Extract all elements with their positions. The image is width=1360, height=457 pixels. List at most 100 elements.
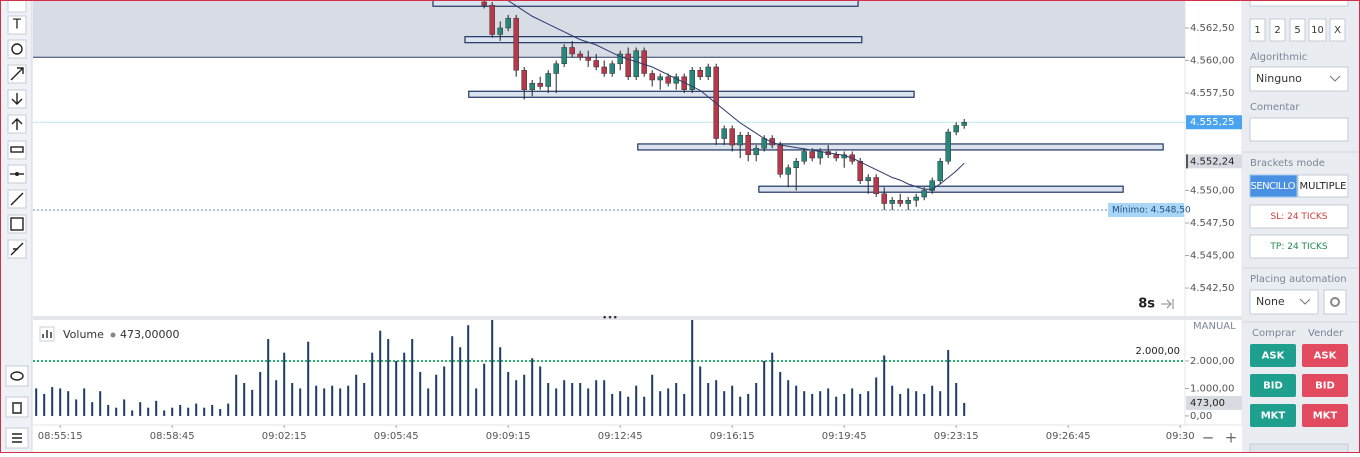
volume-bar xyxy=(587,388,590,416)
icon xyxy=(42,330,52,338)
price-zone[interactable] xyxy=(432,0,859,7)
icon xyxy=(10,192,24,206)
sl-button[interactable] xyxy=(1249,204,1349,229)
trade-button[interactable] xyxy=(1250,374,1296,397)
volume-bar xyxy=(395,360,398,416)
x-tick-label: 09:30 xyxy=(1166,431,1195,442)
zoom-out[interactable]: − xyxy=(1202,429,1215,447)
price-zone[interactable] xyxy=(637,143,1164,151)
lot-button[interactable] xyxy=(1269,18,1286,42)
candle-body xyxy=(577,53,583,58)
lot-button[interactable] xyxy=(1249,18,1266,42)
volume-bar xyxy=(131,410,134,416)
trade-button[interactable] xyxy=(1250,344,1296,367)
volume-bar xyxy=(347,385,350,416)
top-dropdown[interactable] xyxy=(1249,0,1349,7)
lot-button-label: 2 xyxy=(1274,25,1280,36)
volume-bar xyxy=(403,352,406,416)
algorithmic-dropdown[interactable] xyxy=(1249,66,1349,92)
volume-bar xyxy=(243,382,246,416)
volume-bar xyxy=(835,396,838,416)
order-panel: 1 2 5 10 X Algorithmic Ninguno Comentar … xyxy=(1242,0,1360,457)
volume-bar xyxy=(787,380,790,416)
volume-bar xyxy=(675,382,678,416)
algorithmic-value: Ninguno xyxy=(1256,72,1302,85)
candle-body xyxy=(489,4,495,35)
tool-circle[interactable] xyxy=(7,39,27,59)
y-tick-label: 4.547,50 xyxy=(1190,218,1235,229)
y-tick-label: 4.562,50 xyxy=(1190,23,1235,34)
volume-bar xyxy=(707,382,710,416)
bottom-button[interactable] xyxy=(1249,443,1349,457)
automation-value: None xyxy=(1256,295,1285,308)
volume-bar xyxy=(171,407,174,416)
volume-bar xyxy=(827,388,830,416)
settings-button[interactable] xyxy=(1323,289,1347,315)
price-pane xyxy=(33,0,1185,211)
tool-ruler[interactable] xyxy=(7,140,27,160)
scroll-to-end[interactable] xyxy=(1161,299,1174,309)
tp-label: TP: 24 TICKS xyxy=(1269,242,1327,252)
candle-body xyxy=(961,121,967,126)
sl-label: SL: 24 TICKS xyxy=(1271,212,1328,222)
volume-bar xyxy=(811,393,814,416)
tool-delete[interactable] xyxy=(5,396,29,418)
lot-button[interactable] xyxy=(1289,18,1306,42)
marker-edge xyxy=(1186,154,1188,169)
pane-separator[interactable] xyxy=(33,316,1242,320)
sell-label: Vender xyxy=(1308,328,1344,339)
trade-button[interactable] xyxy=(1302,404,1348,427)
comment-input[interactable] xyxy=(1249,117,1349,142)
brackets-option-selected[interactable] xyxy=(1249,174,1298,198)
candle-body xyxy=(553,63,559,74)
volume-bar xyxy=(699,366,702,416)
candle-body xyxy=(513,17,519,71)
candle-body xyxy=(681,76,687,90)
brackets-option-button[interactable] xyxy=(1297,174,1349,198)
candle-body xyxy=(569,47,575,55)
volume-bar xyxy=(451,336,454,416)
trade-button[interactable] xyxy=(1302,374,1348,397)
lot-button[interactable] xyxy=(1329,18,1346,42)
volume-bar xyxy=(283,352,286,416)
price-zone[interactable] xyxy=(758,185,1124,193)
tool-text[interactable] xyxy=(7,15,27,35)
tool-menu[interactable] xyxy=(7,0,27,13)
tool-visibility[interactable] xyxy=(5,365,29,387)
candle-body xyxy=(769,138,775,146)
tool-rect[interactable] xyxy=(7,214,27,234)
price-zone[interactable] xyxy=(464,36,863,44)
brackets-option: MULTIPLE xyxy=(1300,181,1347,192)
candle-body xyxy=(953,125,959,133)
y-tick-label: 4.550,00 xyxy=(1190,186,1235,197)
volume-bar xyxy=(595,380,598,416)
volume-bar xyxy=(339,388,342,416)
zoom-in[interactable]: + xyxy=(1225,429,1238,447)
volume-bar xyxy=(851,388,854,416)
icon xyxy=(11,118,23,130)
volume-bar xyxy=(907,388,910,416)
volume-bar xyxy=(859,393,862,416)
tp-button[interactable] xyxy=(1249,234,1349,259)
trade-button-label: ASK xyxy=(1314,351,1338,362)
scale-mode[interactable]: MANUAL xyxy=(1193,321,1236,332)
x-tick-label: 09:12:45 xyxy=(598,431,643,442)
volume-legend-value: 473,00000 xyxy=(120,328,180,341)
volume-bar xyxy=(771,352,774,416)
candle-body xyxy=(777,144,783,175)
lot-button[interactable] xyxy=(1308,18,1327,42)
candle-body xyxy=(913,196,919,201)
price-zone[interactable] xyxy=(468,90,915,98)
brackets-option: SENCILLO xyxy=(1251,181,1296,192)
volume-bar xyxy=(235,374,238,416)
icon xyxy=(12,433,22,443)
toolbar-icons: T xyxy=(5,0,29,449)
candle-body xyxy=(537,82,543,87)
volume-bar xyxy=(67,391,70,416)
trade-button-label: ASK xyxy=(1262,351,1286,362)
trade-button[interactable] xyxy=(1302,344,1348,367)
volume-bar xyxy=(427,388,430,416)
volume-bar xyxy=(659,391,662,416)
trade-button[interactable] xyxy=(1250,404,1296,427)
icon xyxy=(11,43,23,55)
